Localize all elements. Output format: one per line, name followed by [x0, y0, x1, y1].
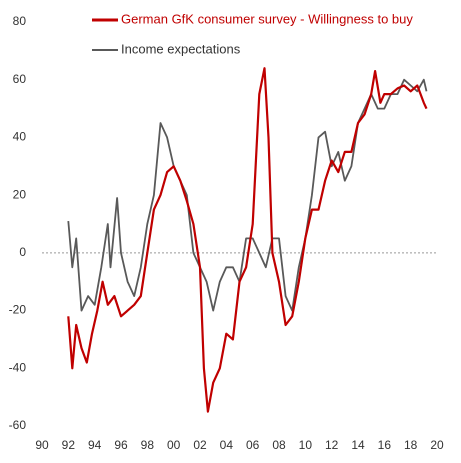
x-tick-label: 16 — [378, 438, 392, 452]
x-tick-label: 90 — [35, 438, 49, 452]
y-tick-label: -20 — [9, 303, 27, 317]
legend-text: Income expectations — [121, 41, 241, 56]
series-line — [67, 78, 428, 312]
y-tick-label: -40 — [9, 360, 27, 374]
x-tick-label: 14 — [351, 438, 365, 452]
x-tick-label: 94 — [88, 438, 102, 452]
x-tick-label: 10 — [299, 438, 313, 452]
legend-text: German GfK consumer survey - Willingness… — [121, 11, 413, 26]
x-tick-label: 98 — [141, 438, 155, 452]
y-tick-label: -60 — [9, 418, 27, 432]
series-line — [67, 67, 428, 413]
y-tick-label: 60 — [13, 72, 27, 86]
x-tick-label: 20 — [430, 438, 444, 452]
y-tick-label: 40 — [13, 130, 27, 144]
x-tick-label: 12 — [325, 438, 339, 452]
y-tick-label: 0 — [19, 245, 26, 259]
y-tick-label: 80 — [13, 14, 27, 28]
x-tick-label: 96 — [114, 438, 128, 452]
x-tick-label: 92 — [62, 438, 76, 452]
y-tick-label: 20 — [13, 187, 27, 201]
x-tick-label: 04 — [220, 438, 234, 452]
x-tick-label: 06 — [246, 438, 260, 452]
x-tick-label: 08 — [272, 438, 286, 452]
x-tick-label: 02 — [193, 438, 207, 452]
x-tick-label: 00 — [167, 438, 181, 452]
x-tick-label: 18 — [404, 438, 418, 452]
